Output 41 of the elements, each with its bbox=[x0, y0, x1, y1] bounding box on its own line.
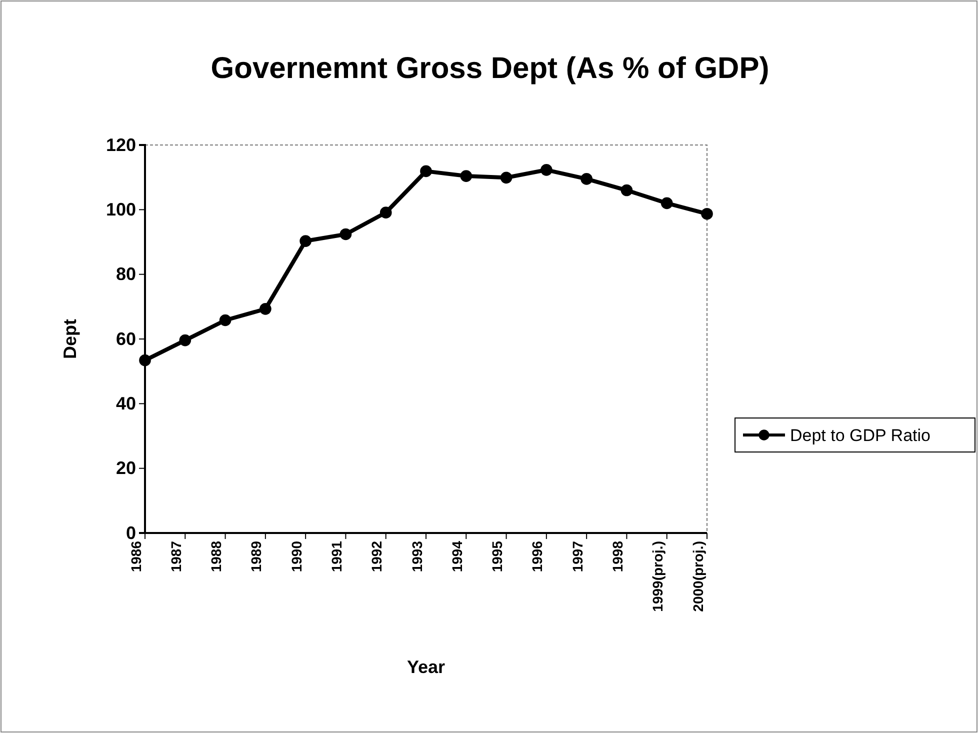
point bbox=[460, 170, 472, 182]
x-tick-label: 1995 bbox=[489, 540, 506, 572]
chart-title: Governemnt Gross Dept (As % of GDP) bbox=[210, 52, 770, 85]
y-tick-label: 0 bbox=[126, 522, 136, 543]
y-tick-label: 120 bbox=[106, 134, 136, 155]
point bbox=[300, 235, 312, 247]
point bbox=[580, 173, 592, 185]
x-tick-label: 1993 bbox=[408, 540, 425, 572]
y-tick-label: 100 bbox=[106, 199, 136, 220]
x-tick-label: 1998 bbox=[610, 540, 626, 572]
x-tick-label: 1991 bbox=[328, 540, 345, 572]
x-tick-label: 1997 bbox=[569, 540, 586, 572]
y-tick-label: 40 bbox=[116, 393, 136, 414]
y-tick-label: 60 bbox=[116, 328, 136, 349]
y-tick-label: 20 bbox=[116, 458, 136, 478]
legend-label: Dept to GDP Ratio bbox=[790, 426, 930, 445]
x-tick-label: 1988 bbox=[208, 540, 224, 572]
point bbox=[139, 354, 151, 366]
point bbox=[219, 314, 232, 326]
point bbox=[179, 334, 192, 346]
point bbox=[500, 172, 512, 184]
point bbox=[701, 208, 713, 220]
point bbox=[260, 303, 272, 315]
point bbox=[340, 228, 352, 240]
x-tick-label: 1999(proj.) bbox=[650, 541, 666, 612]
x-tick-label: 1992 bbox=[368, 540, 385, 572]
point bbox=[380, 206, 392, 218]
x-tick-label: 1996 bbox=[529, 540, 546, 572]
x-tick-label: 1986 bbox=[128, 540, 144, 572]
x-tick-label: 1990 bbox=[288, 540, 304, 572]
x-axis-title: Year bbox=[406, 657, 446, 677]
point bbox=[540, 164, 552, 176]
point bbox=[660, 197, 673, 210]
x-tick-label: 1994 bbox=[448, 540, 465, 572]
point bbox=[620, 184, 633, 196]
y-tick-label: 80 bbox=[116, 264, 136, 284]
x-tick-label: 1987 bbox=[168, 540, 184, 572]
x-tick-label: 2000(proj.) bbox=[690, 541, 706, 612]
x-tick-label: 1989 bbox=[248, 540, 264, 572]
y-axis-title: Dept bbox=[60, 318, 80, 359]
point bbox=[420, 165, 432, 178]
